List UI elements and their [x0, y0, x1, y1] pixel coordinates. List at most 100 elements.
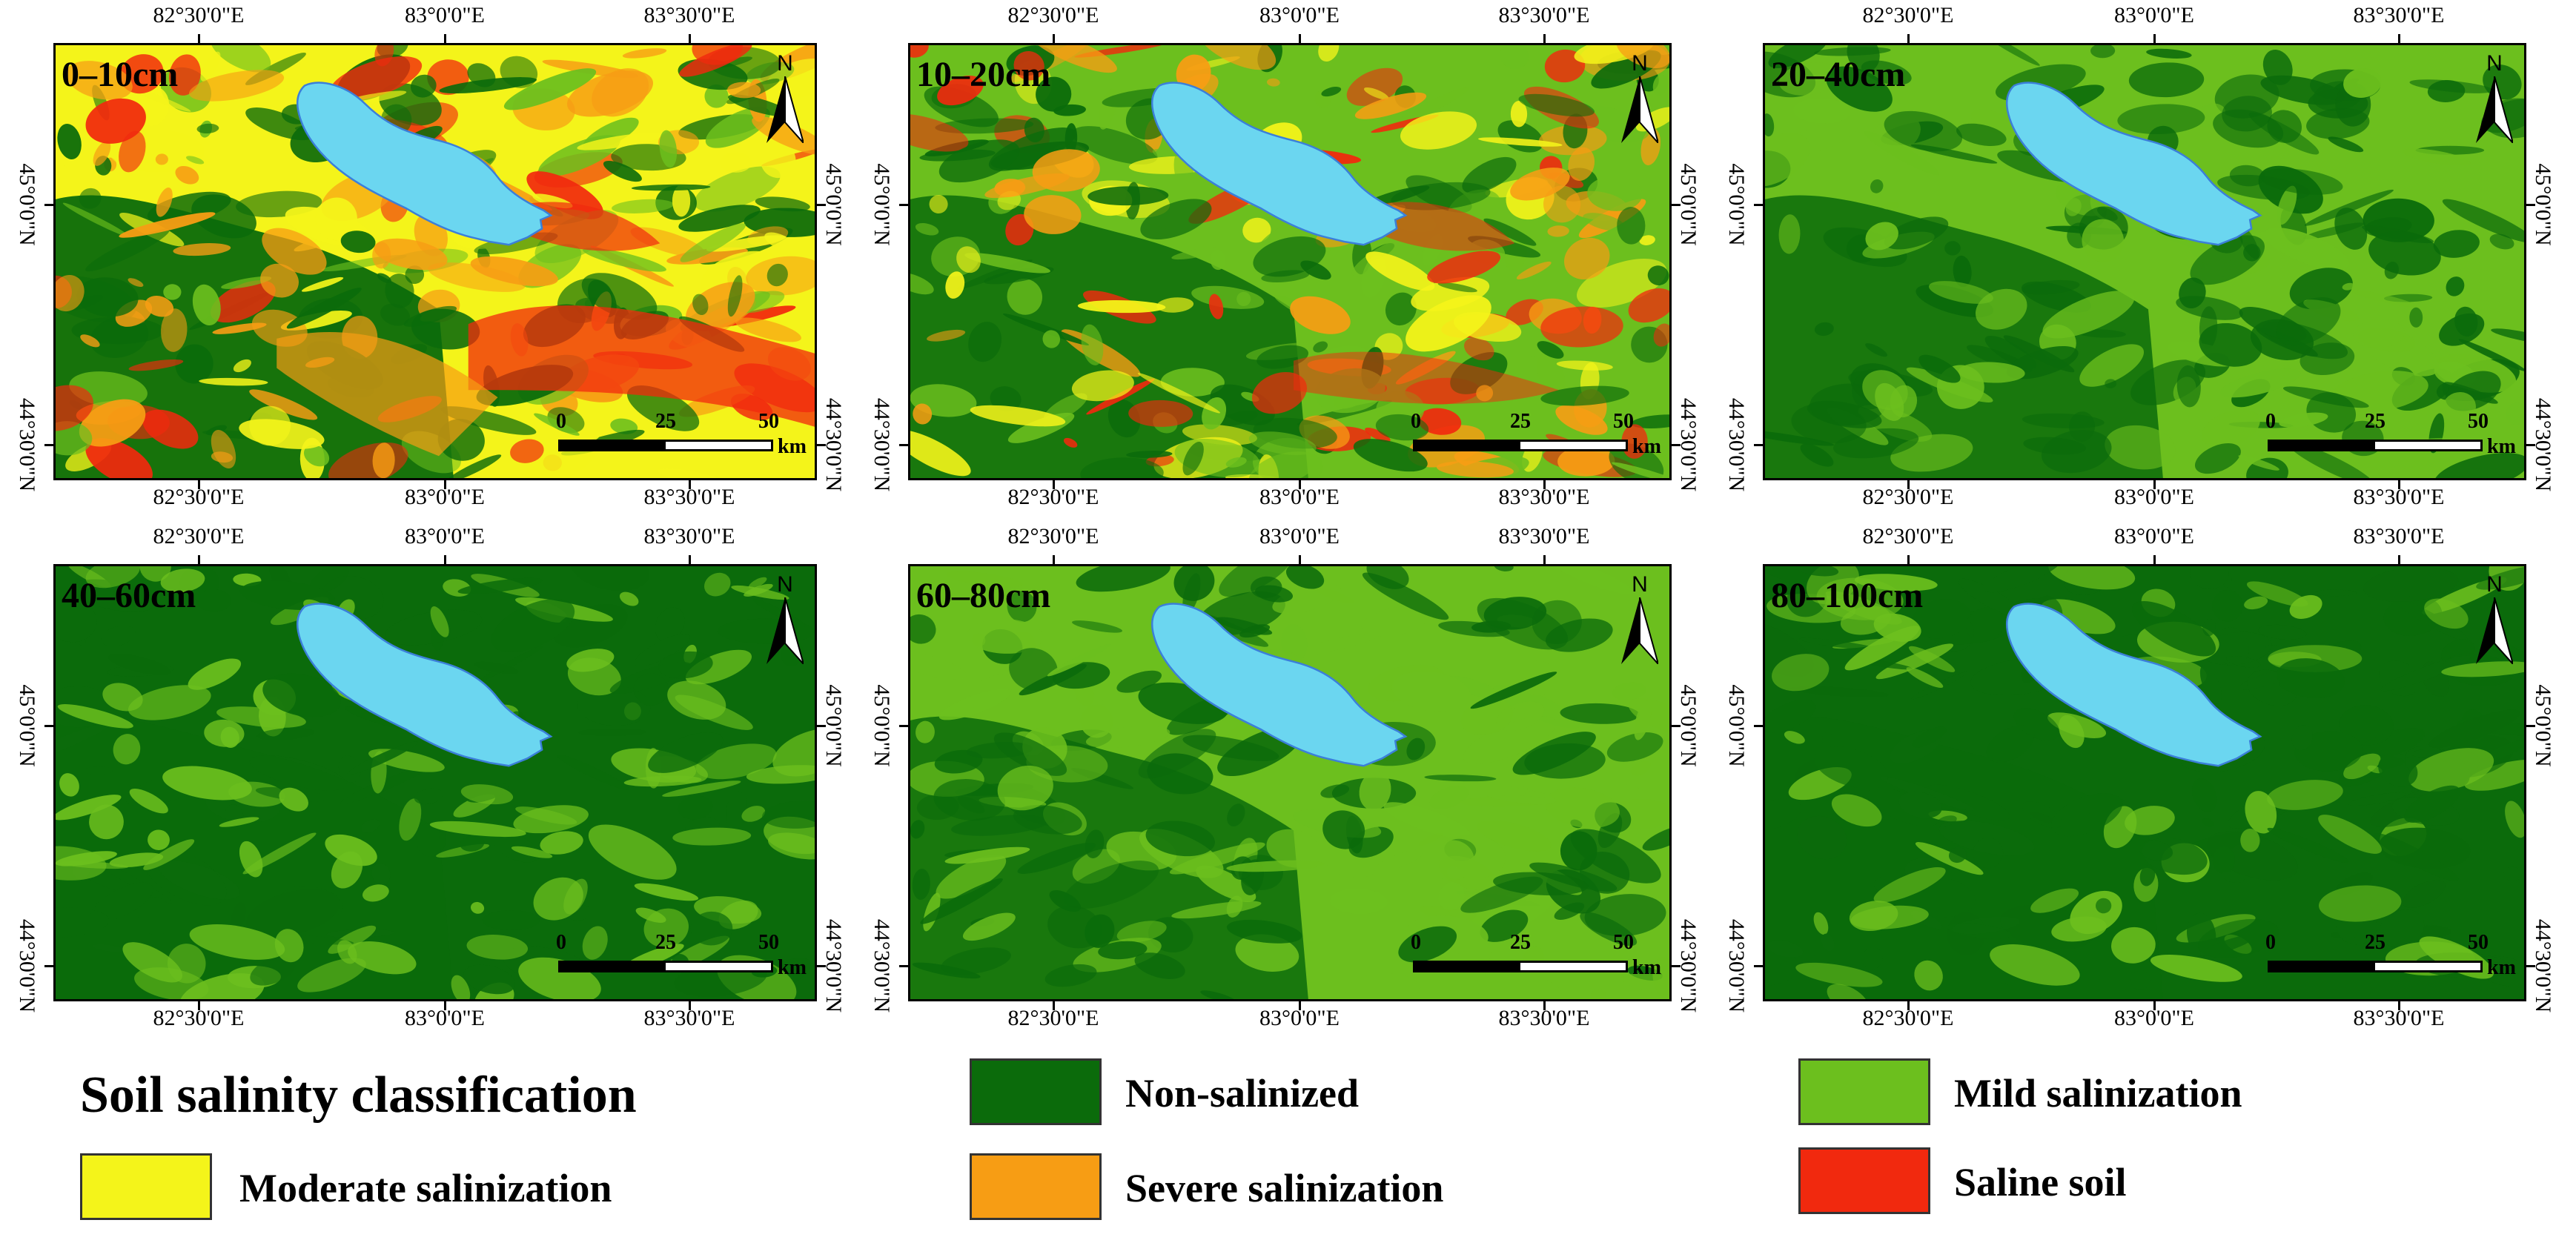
lon-label-top: 83°0'0"E: [1259, 524, 1340, 548]
scale-bar: 0 25 50 km: [556, 410, 810, 462]
lon-tick: [198, 480, 200, 489]
lon-tick: [1543, 34, 1546, 43]
depth-label: 0–10cm: [62, 55, 179, 94]
map-panel: 82°30'0"E 82°30'0"E 83°0'0"E 83°0'0"E 83°30'…: [1709, 521, 2562, 1040]
north-arrow: N: [2472, 572, 2517, 669]
scale-bar-graphic: [558, 961, 773, 972]
depth-label: 40–60cm: [62, 576, 196, 615]
scale-tick-label: 0: [556, 931, 566, 954]
north-arrow: N: [763, 51, 807, 147]
lon-tick: [689, 555, 691, 564]
lon-tick: [198, 1001, 200, 1010]
scale-tick-label: 0: [1411, 410, 1421, 433]
salinity-raster: [910, 45, 1669, 478]
legend-label-severe-salinization: Severe salinization: [1125, 1166, 1444, 1210]
lon-tick: [689, 480, 691, 489]
legend-swatch-mild-salinization: [1798, 1058, 1930, 1125]
lat-tick: [1754, 965, 1763, 967]
lat-label-left: 44°30'0"N: [15, 918, 39, 1013]
lon-label-top: 82°30'0"E: [153, 524, 245, 548]
map-panel: 82°30'0"E 82°30'0"E 83°0'0"E 83°0'0"E 83°30'…: [0, 0, 852, 519]
lon-tick: [1299, 480, 1301, 489]
lon-tick: [1543, 1001, 1546, 1010]
lon-tick: [1907, 480, 1910, 489]
north-arrow: N: [763, 572, 807, 669]
scale-bar: 0 25 50 km: [2265, 410, 2520, 462]
north-arrow-icon: [1621, 597, 1658, 664]
lat-tick: [899, 965, 908, 967]
scale-unit: km: [2487, 956, 2516, 979]
lon-label-top: 83°30'0"E: [2353, 524, 2445, 548]
lat-label-left: 44°30'0"N: [1724, 397, 1749, 492]
north-arrow: N: [1618, 51, 1662, 147]
map-frame: 10–20cm N 0 25 50 km: [908, 43, 1672, 480]
lon-label-top: 82°30'0"E: [1862, 524, 1954, 548]
lon-tick: [2153, 34, 2156, 43]
north-label: N: [777, 51, 793, 76]
legend-swatch-moderate-salinization: [80, 1153, 212, 1220]
lat-tick: [817, 444, 826, 446]
map-frame: 20–40cm N 0 25 50 km: [1763, 43, 2526, 480]
lon-label-top: 83°30'0"E: [2353, 3, 2445, 27]
lat-tick: [2526, 725, 2535, 727]
lat-label-left: 45°0'0"N: [15, 684, 39, 767]
lat-label-left: 45°0'0"N: [1724, 684, 1749, 767]
lon-label-top: 83°30'0"E: [1498, 3, 1590, 27]
legend-label-mild-salinization: Mild salinization: [1954, 1071, 2242, 1116]
lon-tick: [1907, 555, 1910, 564]
lat-tick: [817, 725, 826, 727]
lat-label-left: 44°30'0"N: [870, 918, 894, 1013]
lat-tick: [817, 965, 826, 967]
north-label: N: [1632, 51, 1648, 76]
north-arrow: N: [2472, 51, 2517, 147]
lon-tick: [1907, 34, 1910, 43]
scale-bar: 0 25 50 km: [2265, 931, 2520, 983]
legend-swatch-non-salinized: [970, 1058, 1102, 1125]
map-panel: 82°30'0"E 82°30'0"E 83°0'0"E 83°0'0"E 83°30'…: [855, 521, 1707, 1040]
scale-unit: km: [778, 435, 807, 458]
map-panel: 82°30'0"E 82°30'0"E 83°0'0"E 83°0'0"E 83°30'…: [1709, 0, 2562, 519]
lon-tick: [444, 1001, 446, 1010]
legend-label-moderate-salinization: Moderate salinization: [239, 1166, 612, 1210]
scale-tick-label: 50: [1613, 410, 1634, 433]
lat-tick: [1672, 725, 1681, 727]
depth-label: 60–80cm: [916, 576, 1051, 615]
north-label: N: [2486, 51, 2503, 76]
north-arrow-icon: [766, 597, 804, 664]
scale-bar-graphic: [558, 440, 773, 451]
lon-label-top: 83°0'0"E: [2114, 3, 2194, 27]
lon-tick: [689, 1001, 691, 1010]
scale-unit: km: [1632, 435, 1661, 458]
lon-tick: [1053, 555, 1055, 564]
scale-tick-label: 25: [1510, 931, 1531, 954]
lon-tick: [2153, 555, 2156, 564]
scale-bar-graphic: [1413, 440, 1628, 451]
map-panel: 82°30'0"E 82°30'0"E 83°0'0"E 83°0'0"E 83°30'…: [855, 0, 1707, 519]
lon-tick: [1299, 555, 1301, 564]
lon-tick: [2398, 1001, 2400, 1010]
lat-tick: [1672, 965, 1681, 967]
lat-tick: [44, 444, 53, 446]
lon-tick: [444, 555, 446, 564]
legend-label-non-salinized: Non-salinized: [1125, 1071, 1360, 1116]
map-panel: 82°30'0"E 82°30'0"E 83°0'0"E 83°0'0"E 83°30'…: [0, 521, 852, 1040]
lat-tick: [44, 725, 53, 727]
lat-label-left: 45°0'0"N: [1724, 163, 1749, 246]
lon-tick: [1053, 34, 1055, 43]
legend-label-saline-soil: Saline soil: [1954, 1160, 2127, 1204]
north-arrow-icon: [1621, 76, 1658, 143]
scale-unit: km: [1632, 956, 1661, 979]
lat-tick: [1672, 444, 1681, 446]
map-frame: 80–100cm N 0 25 50 km: [1763, 564, 2526, 1001]
lon-tick: [1907, 1001, 1910, 1010]
lat-tick: [44, 204, 53, 206]
lon-tick: [198, 34, 200, 43]
lat-tick: [899, 444, 908, 446]
scale-tick-label: 25: [1510, 410, 1531, 433]
lat-tick: [2526, 204, 2535, 206]
scale-tick-label: 25: [2365, 410, 2385, 433]
lon-label-top: 83°30'0"E: [1498, 524, 1590, 548]
scale-bar: 0 25 50 km: [556, 931, 810, 983]
salinity-raster: [56, 566, 815, 999]
lon-label-top: 83°0'0"E: [405, 524, 485, 548]
